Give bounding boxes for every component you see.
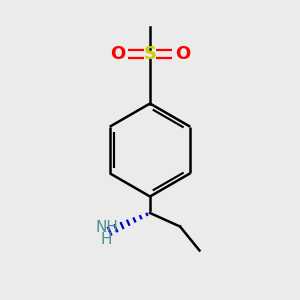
Text: NH: NH bbox=[95, 220, 118, 235]
Text: O: O bbox=[110, 45, 125, 63]
Text: S: S bbox=[143, 45, 157, 63]
Text: O: O bbox=[175, 45, 190, 63]
Text: H: H bbox=[101, 232, 112, 247]
